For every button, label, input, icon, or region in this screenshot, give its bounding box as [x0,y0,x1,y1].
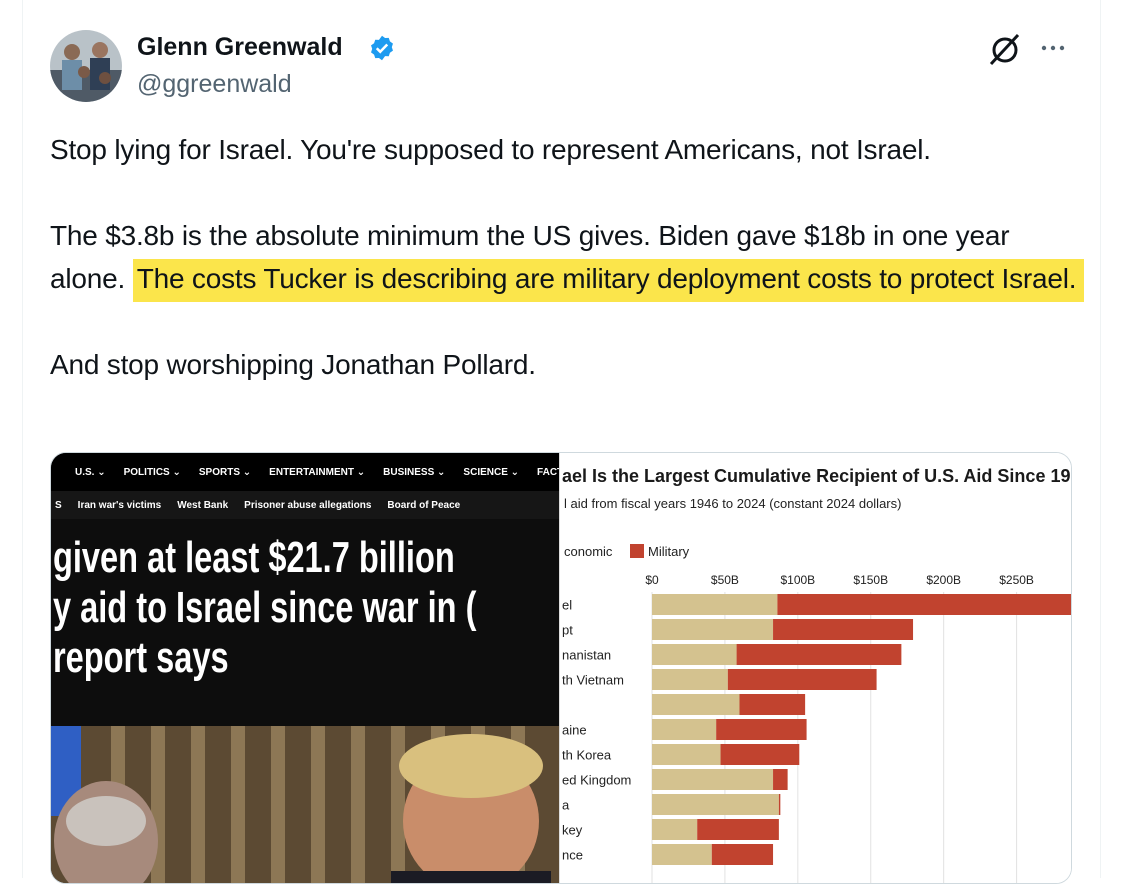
subnav-item[interactable]: Iran war's victims [77,499,162,511]
nav-item[interactable]: BUSINESS ⌄ [383,466,446,478]
bar-segment [697,819,779,840]
headline-line: report says [53,633,229,682]
bar-segment [720,744,800,765]
headline-line: given at least $21.7 billion [53,533,455,582]
y-tick-label: nce [562,848,583,863]
y-tick-label: key [562,823,583,838]
sub-nav: S Iran war's victims West Bank Prisoner abu… [51,491,559,519]
avatar-image [50,30,122,102]
paragraph: Stop lying for Israel. You're supposed t… [50,134,931,165]
legend-label: Military [648,544,690,559]
bar-segment [652,744,721,765]
tweet-card [22,0,1101,878]
nav-item[interactable]: U.S. ⌄ [75,466,106,478]
x-tick-label: $100B [780,573,815,587]
x-tick-label: $0 [645,573,659,587]
chart-image: ael Is the Largest Cumulative Recipient … [546,453,1071,883]
verified-badge [371,35,393,61]
bar-segment [773,769,788,790]
avatar[interactable] [50,30,122,102]
bar-segment [652,594,778,615]
headline: given at least $21.7 billion y aid to Isr… [53,533,476,683]
bar-segment [778,794,781,815]
bar-segment [727,669,877,690]
x-tick-label: $150B [853,573,888,587]
bar-segment [652,644,737,665]
highlight: The costs Tucker is describing are milit… [132,259,1085,302]
y-tick-label: el [562,598,572,613]
tweet-text: Stop lying for Israel. You're supposed t… [50,128,1090,429]
bar-segment [652,794,779,815]
bar-segment [773,619,914,640]
legend-swatch [630,544,644,558]
y-tick-label: pt [562,623,573,638]
nav-item[interactable]: ENTERTAINMENT ⌄ [269,466,366,478]
subnav-item[interactable]: West Bank [177,499,229,511]
article-image: U.S. ⌄ POLITICS ⌄ SPORTS ⌄ ENTERTAINMENT ⌄ B… [51,453,559,883]
subnav-item[interactable]: Prisoner abuse allegations [244,499,372,511]
nav-item[interactable]: FACT CHECK [537,466,559,478]
x-tick-label: $250B [999,573,1034,587]
x-tick-label: $50B [711,573,739,587]
bar-segment [652,619,774,640]
nav-bar: U.S. ⌄ POLITICS ⌄ SPORTS ⌄ ENTERTAINMENT ⌄ B… [51,453,559,491]
bar-segment [652,769,774,790]
more-menu[interactable] [1040,38,1070,58]
y-tick-label: nanistan [562,648,611,663]
headline-line: y aid to Israel since war in ( [53,583,477,632]
x-tick-label: $200B [926,573,961,587]
paragraph: The $3.8b is the absolute minimum the US… [50,214,1090,302]
bar-segment [652,669,728,690]
photo [51,726,559,883]
chart-subtitle: l aid from fiscal years 1946 to 2024 (co… [564,496,901,511]
text: The $3.8b is the absolute minimum the US… [50,220,1010,294]
bar-segment [736,644,902,665]
legend-label: conomic [564,544,613,559]
handle[interactable]: @ggreenwald [137,70,292,98]
paragraph: And stop worshipping Jonathan Pollard. [50,349,536,380]
bar-segment [652,819,698,840]
nav-item[interactable]: POLITICS ⌄ [123,466,181,478]
nav-item[interactable]: SCIENCE ⌄ [463,466,520,478]
grok-icon[interactable] [985,30,1025,70]
y-tick-label: ed Kingdom [562,773,631,788]
nav-item[interactable]: SPORTS ⌄ [198,466,252,478]
bar-segment [652,844,712,865]
bar-segment [652,719,717,740]
y-tick-label: a [562,798,570,813]
subnav-item[interactable]: S [55,499,62,511]
display-name[interactable]: Glenn Greenwald [137,33,343,61]
y-tick-label: th Vietnam [562,673,624,688]
bar-segment [739,694,806,715]
y-tick-label: th Korea [562,748,612,763]
y-tick-label: aine [562,723,587,738]
chart: ael Is the Largest Cumulative Recipient … [546,466,1071,883]
chart-title: ael Is the Largest Cumulative Recipient … [562,466,1070,486]
subnav-item[interactable]: Board of Peace [387,499,461,511]
bar-segment [777,594,1071,615]
bar-segment [716,719,807,740]
bar-segment [652,694,740,715]
media[interactable]: U.S. ⌄ POLITICS ⌄ SPORTS ⌄ ENTERTAINMENT ⌄ B… [50,452,1072,884]
bar-segment [711,844,774,865]
